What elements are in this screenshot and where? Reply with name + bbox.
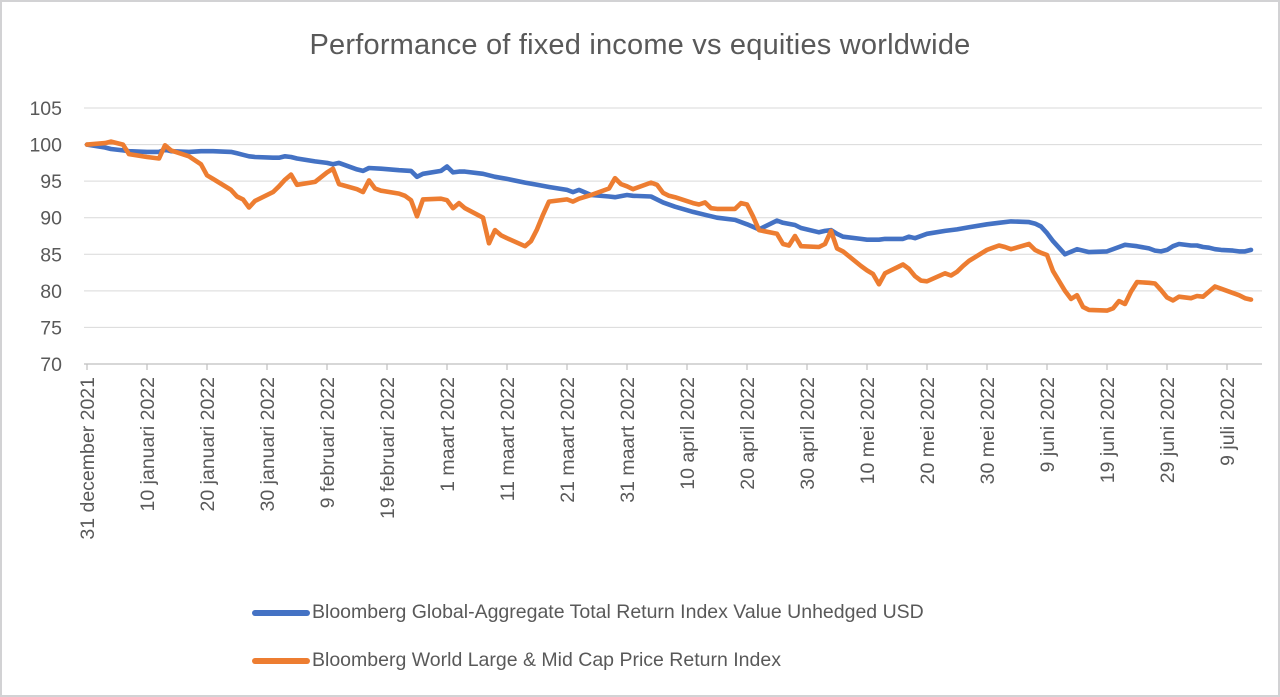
series-lines xyxy=(84,139,1254,313)
axis-lines xyxy=(84,363,1262,370)
x-tick-label: 20 januari 2022 xyxy=(197,377,219,511)
y-tick-label: 70 xyxy=(40,354,62,376)
legend-item-global-aggregate: Bloomberg Global-Aggregate Total Return … xyxy=(252,599,924,626)
y-tick-label: 105 xyxy=(29,98,62,120)
x-tick-label: 29 juni 2022 xyxy=(1157,377,1179,483)
chart-legend: Bloomberg Global-Aggregate Total Return … xyxy=(252,599,924,695)
x-axis-labels: 31 december 2021 10 januari 2022 20 januar… xyxy=(77,377,1239,540)
x-tick-label: 9 juni 2022 xyxy=(1037,377,1059,472)
x-tick-label: 19 februari 2022 xyxy=(377,377,399,519)
x-tick-label: 10 mei 2022 xyxy=(857,377,879,484)
x-tick-label: 1 maart 2022 xyxy=(437,377,459,492)
y-tick-label: 85 xyxy=(40,244,62,266)
x-tick-label: 21 maart 2022 xyxy=(557,377,579,503)
y-tick-label: 95 xyxy=(40,171,62,193)
legend-swatch-orange-line xyxy=(252,657,310,664)
legend-label-global-aggregate: Bloomberg Global-Aggregate Total Return … xyxy=(312,600,924,623)
series-line-0 xyxy=(84,142,1254,257)
chart-title: Performance of fixed income vs equities … xyxy=(309,29,971,61)
x-tick-label: 31 december 2021 xyxy=(77,377,99,540)
x-tick-label: 20 april 2022 xyxy=(737,377,759,490)
legend-swatch-blue-line xyxy=(252,609,310,616)
x-tick-label: 20 mei 2022 xyxy=(917,377,939,484)
x-tick-label: 9 juli 2022 xyxy=(1217,377,1239,466)
gridlines xyxy=(84,107,1262,328)
x-tick-label: 19 juni 2022 xyxy=(1097,377,1119,483)
x-tick-label: 10 januari 2022 xyxy=(137,377,159,511)
y-axis-labels: 105 100 95 90 85 80 75 70 xyxy=(29,98,62,376)
x-tick-label: 30 april 2022 xyxy=(797,377,819,490)
y-tick-label: 90 xyxy=(40,208,62,230)
legend-label-world-large-mid-cap: Bloomberg World Large & Mid Cap Price Re… xyxy=(312,648,781,671)
y-tick-label: 100 xyxy=(29,135,62,157)
series-line-1 xyxy=(84,139,1254,313)
x-tick-label: 30 mei 2022 xyxy=(977,377,999,484)
y-tick-label: 80 xyxy=(40,281,62,303)
x-tick-label: 31 maart 2022 xyxy=(617,377,639,503)
x-tick-label: 10 april 2022 xyxy=(677,377,699,490)
legend-item-world-large-mid-cap: Bloomberg World Large & Mid Cap Price Re… xyxy=(252,647,924,674)
x-tick-label: 11 maart 2022 xyxy=(497,377,519,501)
x-tick-label: 9 februari 2022 xyxy=(317,377,339,508)
x-tick-label: 30 januari 2022 xyxy=(257,377,279,511)
y-tick-label: 75 xyxy=(40,317,62,339)
